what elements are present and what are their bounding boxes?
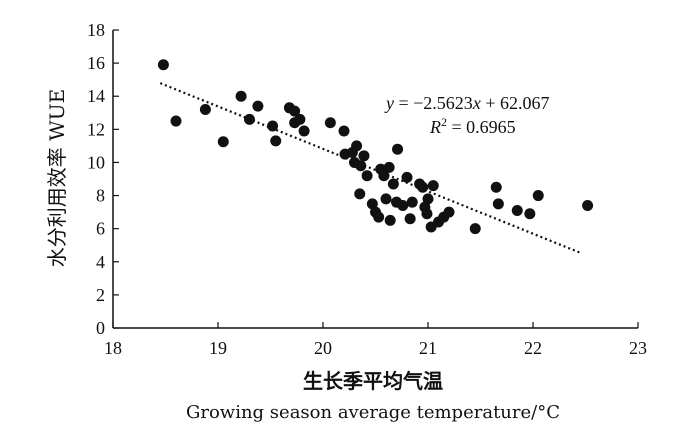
data-point	[170, 115, 182, 127]
x-tick-label: 22	[524, 338, 542, 358]
data-point	[378, 170, 390, 182]
axes: 0 2 4 6 8 10 12 14 16 18 18 19 20 21 22 23	[87, 20, 647, 358]
data-point	[511, 204, 523, 216]
y-tick-label: 6	[96, 219, 105, 239]
y-tick-label: 8	[96, 186, 105, 206]
data-point	[373, 211, 385, 223]
data-point	[338, 125, 350, 137]
trendline-group	[159, 82, 581, 254]
data-point	[270, 135, 282, 147]
data-point	[294, 113, 306, 125]
data-point	[324, 117, 336, 129]
data-points	[157, 59, 594, 235]
data-point	[524, 208, 536, 220]
data-point	[490, 181, 502, 193]
data-point	[404, 213, 416, 225]
data-point	[366, 198, 378, 210]
y-tick-label: 4	[96, 252, 105, 272]
data-point	[244, 113, 255, 125]
data-point	[235, 90, 247, 102]
data-point	[355, 160, 367, 172]
data-point	[157, 59, 169, 71]
regression-equation: y = −2.5623x + 62.067	[384, 93, 549, 113]
data-point	[397, 199, 409, 211]
y-tick-label: 2	[96, 285, 105, 305]
y-tick-label: 12	[87, 119, 105, 139]
data-point	[443, 206, 455, 218]
r-squared: R2 = 0.6965	[429, 115, 516, 137]
x-tick-label: 18	[104, 338, 122, 358]
data-point	[267, 120, 279, 132]
data-point	[392, 143, 404, 155]
data-point	[289, 105, 301, 117]
data-point	[582, 199, 594, 211]
trendline	[159, 82, 581, 254]
data-point	[469, 223, 481, 235]
data-point	[361, 170, 373, 182]
x-tick-label: 19	[209, 338, 227, 358]
data-point	[417, 181, 429, 193]
data-point	[401, 171, 413, 183]
y-tick-label: 0	[96, 318, 105, 338]
y-tick-label: 16	[87, 53, 105, 73]
data-point	[354, 188, 366, 200]
x-axis-title: 生长季平均气温	[303, 369, 443, 393]
x-tick-label: 20	[314, 338, 332, 358]
x-tick-label: 23	[629, 338, 647, 358]
data-point	[422, 193, 434, 205]
data-point	[351, 140, 363, 152]
data-point	[217, 136, 229, 148]
y-tick-label: 14	[87, 86, 105, 106]
data-point	[387, 178, 399, 190]
data-point	[383, 161, 395, 173]
data-point	[384, 214, 396, 226]
data-point	[421, 208, 433, 220]
data-point	[380, 193, 392, 205]
data-point	[298, 125, 310, 137]
y-tick-label: 10	[87, 152, 105, 172]
data-point	[199, 103, 211, 115]
data-point	[427, 180, 439, 192]
x-tick-label: 21	[419, 338, 437, 358]
data-point	[358, 150, 370, 162]
x-axis-title-english: Growing season average temperature/°C	[186, 402, 560, 423]
data-point	[406, 196, 418, 208]
data-point	[492, 198, 504, 210]
y-tick-label: 18	[87, 20, 105, 40]
y-axis-title: 水分利用效率 WUE	[45, 89, 69, 267]
data-point	[532, 190, 544, 202]
data-point	[252, 100, 264, 112]
